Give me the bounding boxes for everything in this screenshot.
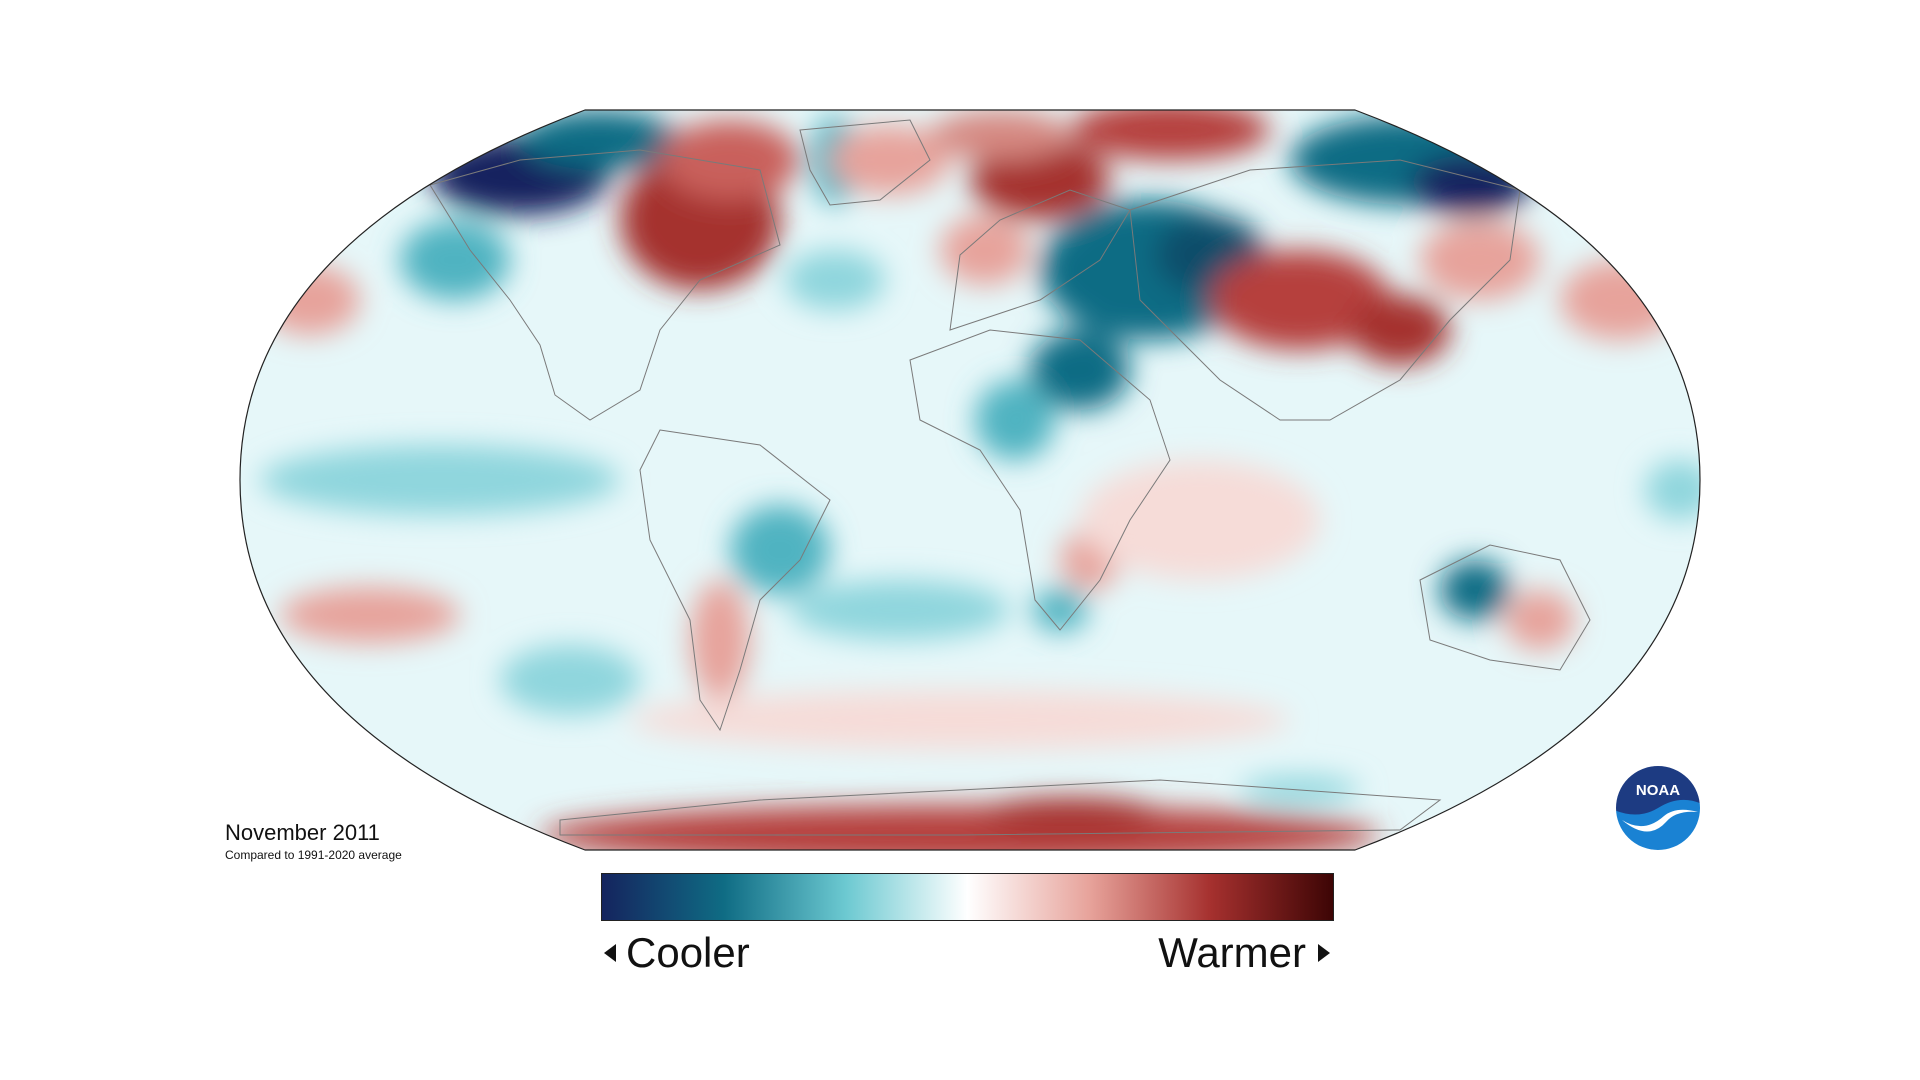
anomaly-blob: [730, 505, 830, 595]
anomaly-blob: [830, 125, 950, 195]
outline-south-america: [639, 429, 831, 732]
anomaly-blob: [790, 580, 1010, 640]
anomaly-blob: [520, 110, 680, 170]
outline-africa: [909, 329, 1171, 631]
anomaly-blob: [1032, 588, 1088, 632]
anomaly-blob: [260, 265, 360, 335]
anomaly-blob: [1080, 460, 1320, 580]
continent-outlines: [429, 119, 1591, 836]
anomaly-blob: [975, 380, 1055, 460]
map-title: November 2011: [225, 820, 380, 845]
anomaly-blob: [1440, 560, 1510, 620]
outline-greenland: [799, 119, 931, 206]
triangle-right-icon: [1318, 944, 1330, 962]
anomaly-blob: [970, 140, 1110, 220]
anomaly-blob: [660, 120, 800, 200]
triangle-left-icon: [604, 944, 616, 962]
anomaly-blob: [280, 587, 460, 643]
anomaly-blob: [400, 220, 510, 300]
anomaly-blob: [1645, 460, 1700, 520]
anomaly-colorbar: [601, 873, 1334, 921]
anomaly-blob: [1420, 220, 1540, 300]
noaa-logo-icon: NOAA: [1614, 764, 1702, 852]
noaa-logo-text: NOAA: [1636, 782, 1680, 799]
anomaly-blob: [260, 445, 620, 515]
map-border: [239, 109, 1701, 851]
anomaly-blob: [980, 797, 1160, 833]
legend-warmer-label: Warmer: [1158, 929, 1306, 976]
legend-warmer: Warmer: [1158, 928, 1330, 978]
anomaly-blob: [1210, 250, 1390, 350]
anomaly-blob: [1350, 295, 1450, 365]
anomaly-blob: [1070, 110, 1270, 160]
anomaly-blob: [1505, 590, 1575, 650]
outline-europe: [949, 189, 1131, 331]
legend-cooler-label: Cooler: [626, 929, 750, 976]
map-subtitle: Compared to 1991-2020 average: [225, 848, 402, 862]
anomaly-blob: [500, 645, 640, 715]
legend-cooler: Cooler: [604, 928, 750, 978]
anomaly-blob: [1030, 330, 1130, 410]
outline-australia: [1419, 544, 1591, 671]
anomaly-blob: [930, 110, 1070, 160]
outline-north-america: [429, 149, 781, 421]
anomaly-blob: [630, 690, 1290, 750]
anomaly-blob: [940, 215, 1030, 285]
anomaly-field: [260, 110, 1700, 850]
map-globe: [240, 110, 1700, 850]
anomaly-blob: [1560, 260, 1680, 340]
outline-antarctica: [559, 779, 1442, 836]
anomaly-blob: [690, 580, 750, 700]
outline-asia: [1129, 159, 1521, 421]
anomaly-blob: [785, 250, 885, 310]
